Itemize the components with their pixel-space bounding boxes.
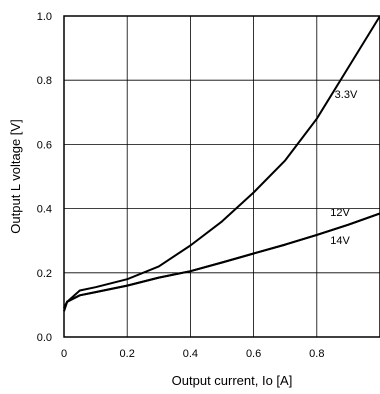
x-tick-label: 0 — [61, 348, 67, 360]
x-tick-label: 0.2 — [120, 348, 135, 360]
grid-lines — [64, 16, 380, 337]
y-tick-label: 0.4 — [37, 204, 52, 216]
x-tick-label: 0.8 — [309, 348, 324, 360]
y-tick-label: 0.6 — [37, 139, 52, 151]
series-line-14v — [63, 212, 380, 309]
y-axis-title: Output L voltage [V] — [8, 119, 23, 233]
plot-area-frame — [63, 15, 380, 338]
x-axis-title: Output current, Io [A] — [172, 373, 293, 388]
y-tick-label: 0.0 — [37, 332, 52, 344]
x-axis-ticks: 0 0.2 0.4 0.6 0.8 — [61, 348, 325, 360]
series-label-14v: 14V — [330, 235, 350, 247]
series-label-3-3v: 3.3V — [335, 89, 358, 101]
series-lines — [63, 15, 380, 312]
series-labels: 3.3V 12V 14V — [330, 89, 358, 247]
series-line-3-3v — [63, 15, 380, 312]
y-axis-ticks: 0.0 0.2 0.4 0.6 0.8 1.0 — [37, 11, 52, 344]
series-label-12v: 12V — [330, 207, 350, 219]
y-tick-label: 0.2 — [37, 268, 52, 280]
x-tick-label: 0.4 — [183, 348, 198, 360]
y-tick-label: 0.8 — [37, 75, 52, 87]
y-tick-label: 1.0 — [37, 11, 52, 23]
x-tick-label: 0.6 — [246, 348, 261, 360]
